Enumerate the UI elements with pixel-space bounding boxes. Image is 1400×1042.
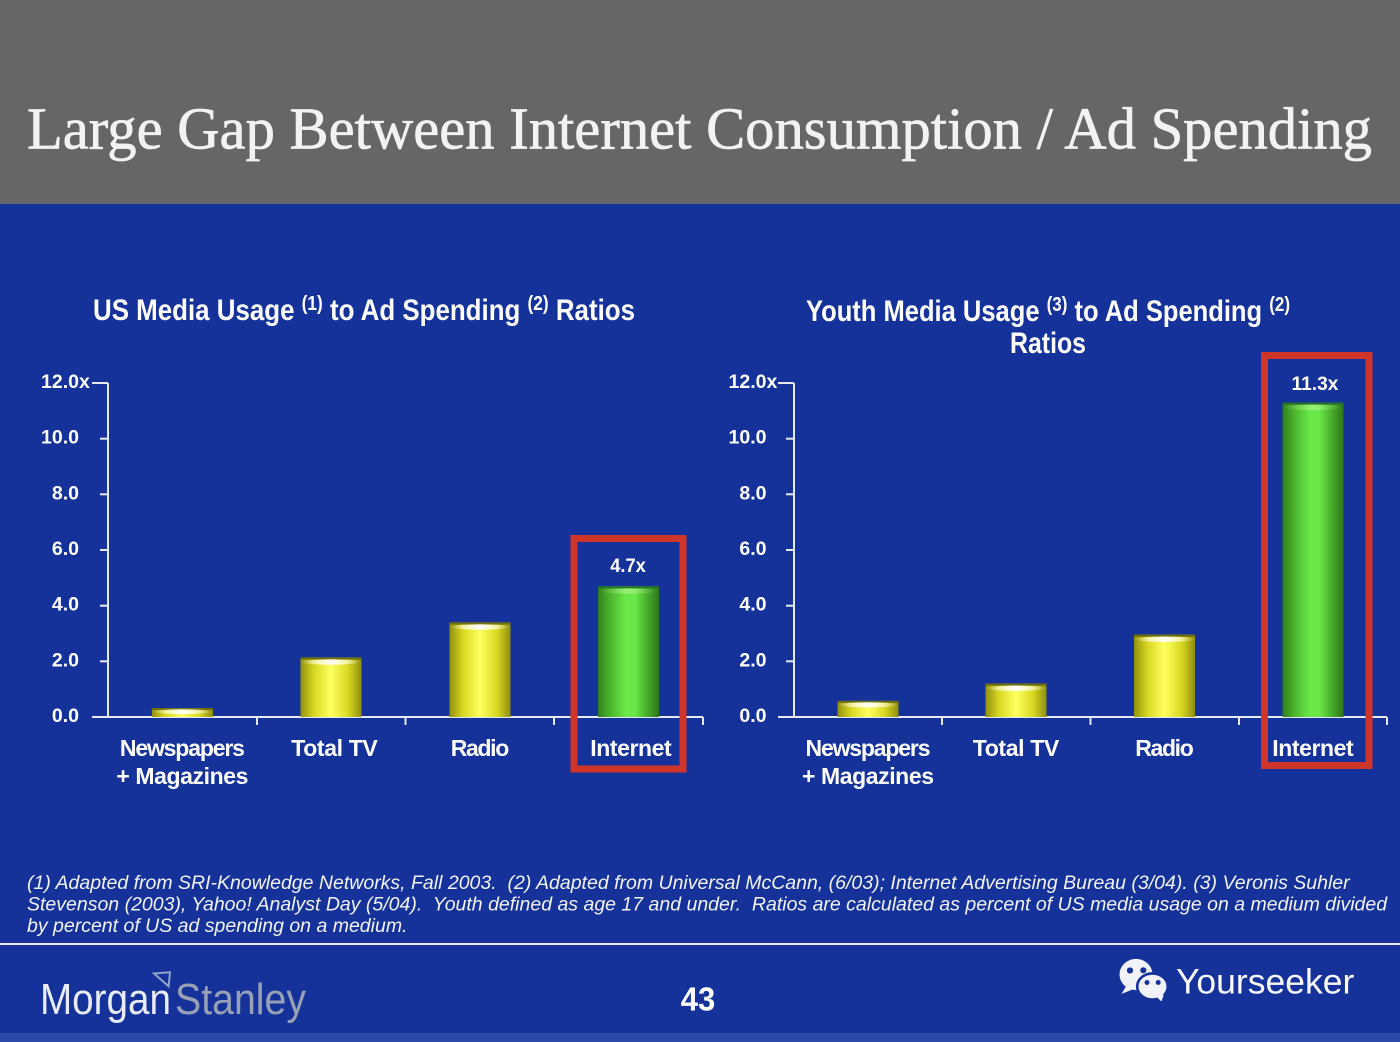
svg-text:12.0: 12.0 [729,371,767,393]
svg-text:0.0: 0.0 [52,705,79,727]
svg-text:+ Magazines: + Magazines [802,763,934,789]
svg-text:Newspapers: Newspapers [120,735,245,761]
svg-text:Newspapers: Newspapers [806,735,931,761]
svg-text:Stevenson (2003), Yahoo! Analy: Stevenson (2003), Yahoo! Analyst Day (5/… [27,894,1388,916]
svg-text:12.0: 12.0 [41,371,79,393]
svg-text:6.0: 6.0 [52,538,79,560]
svg-text:0.0: 0.0 [739,705,766,727]
svg-text:by percent of US ad spending o: by percent of US ad spending on a medium… [27,915,407,937]
svg-text:2.0: 2.0 [739,649,766,671]
svg-text:US Media Usage (1) to Ad Spend: US Media Usage (1) to Ad Spending (2) Ra… [93,293,635,327]
svg-text:Large Gap Between Internet Con: Large Gap Between Internet Consumption /… [27,96,1372,162]
svg-text:10.0: 10.0 [41,427,79,449]
svg-text:Ratios: Ratios [1010,327,1086,360]
svg-text:8.0: 8.0 [739,482,766,504]
svg-text:2.0: 2.0 [52,649,79,671]
svg-text:Yourseeker: Yourseeker [1176,962,1354,1002]
svg-text:Stanley: Stanley [175,975,306,1024]
svg-text:11.3x: 11.3x [1292,373,1339,395]
svg-text:Morgan: Morgan [40,975,171,1024]
svg-text:4.7x: 4.7x [610,555,646,577]
svg-text:4.0: 4.0 [739,594,766,616]
svg-text:Internet: Internet [1272,735,1354,761]
svg-text:4.0: 4.0 [52,594,79,616]
svg-text:(1) Adapted from SRI-Knowledge: (1) Adapted from SRI-Knowledge Networks,… [27,872,1351,894]
svg-text:x: x [767,371,778,393]
svg-text:x: x [79,371,90,393]
svg-text:+ Magazines: + Magazines [116,763,248,789]
svg-text:6.0: 6.0 [739,538,766,560]
svg-text:Radio: Radio [451,735,510,761]
svg-text:Total TV: Total TV [973,735,1060,761]
svg-text:Radio: Radio [1135,735,1194,761]
svg-text:43: 43 [681,981,716,1018]
svg-text:8.0: 8.0 [52,482,79,504]
svg-text:Internet: Internet [590,735,672,761]
svg-text:Youth Media Usage (3) to Ad Sp: Youth Media Usage (3) to Ad Spending (2) [806,294,1290,328]
svg-text:10.0: 10.0 [729,427,767,449]
svg-text:Total TV: Total TV [291,735,378,761]
